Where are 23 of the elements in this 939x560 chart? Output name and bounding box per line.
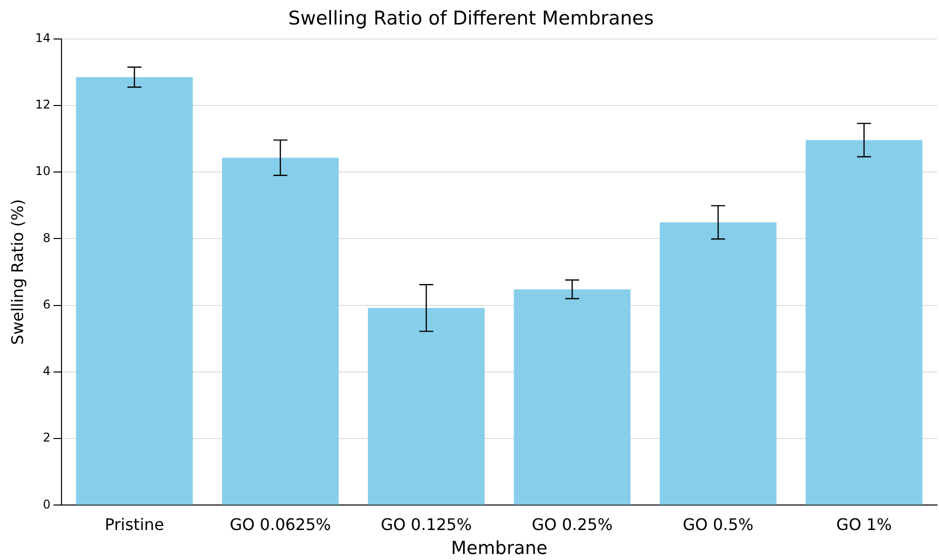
bar bbox=[806, 140, 922, 505]
x-tick-label: GO 1% bbox=[836, 514, 892, 534]
bar bbox=[222, 158, 339, 505]
x-tick-label: GO 0.5% bbox=[682, 514, 754, 534]
y-tick-label: 6 bbox=[42, 297, 50, 312]
x-tick-label: GO 0.0625% bbox=[230, 514, 331, 534]
y-tick-label: 12 bbox=[35, 98, 50, 112]
x-tick-label: GO 0.125% bbox=[380, 514, 472, 534]
y-axis-title: Swelling Ratio (%) bbox=[8, 199, 27, 345]
bar bbox=[76, 77, 193, 505]
y-tick-label: 0 bbox=[42, 497, 50, 512]
y-tick-label: 8 bbox=[42, 230, 50, 245]
x-tick-label: Pristine bbox=[104, 514, 164, 534]
bar bbox=[514, 289, 631, 505]
y-tick-label: 10 bbox=[35, 164, 50, 178]
bar bbox=[660, 222, 776, 505]
chart-title: Swelling Ratio of Different Membranes bbox=[288, 7, 654, 30]
x-tick-label: GO 0.25% bbox=[532, 514, 613, 534]
bar bbox=[368, 308, 485, 505]
y-tick-label: 14 bbox=[35, 30, 50, 45]
x-axis-title: Membrane bbox=[450, 538, 548, 559]
y-tick-label: 2 bbox=[42, 430, 50, 445]
y-tick-label: 4 bbox=[42, 364, 50, 378]
